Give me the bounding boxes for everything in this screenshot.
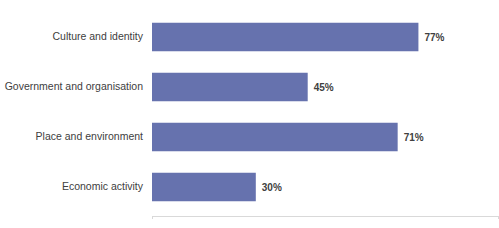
data-label: 45%	[314, 82, 334, 93]
y-tick: Place and environment	[36, 130, 152, 142]
y-tick-label: Place and environment	[36, 130, 143, 142]
chart: Culture and identity Government and organ…	[0, 0, 499, 228]
y-tick: Government and organisation	[5, 80, 152, 92]
bar	[152, 73, 308, 102]
bars	[152, 23, 418, 202]
data-label: 77%	[424, 32, 444, 43]
x-tick-mark	[498, 216, 499, 219]
data-label: 30%	[262, 182, 282, 193]
bar	[152, 173, 256, 202]
y-tick-label: Culture and identity	[53, 30, 144, 42]
x-axis	[153, 216, 499, 219]
y-tick-label: Government and organisation	[5, 80, 143, 92]
y-tick: Culture and identity	[53, 30, 152, 42]
x-tick	[498, 216, 499, 219]
y-axis: Culture and identity Government and organ…	[5, 30, 152, 192]
data-labels: 77% 45% 71% 30%	[262, 32, 445, 193]
bar	[152, 123, 398, 152]
bar	[152, 23, 418, 52]
data-label: 71%	[404, 132, 424, 143]
x-axis-line	[153, 217, 499, 220]
x-tick	[152, 216, 153, 219]
x-tick-mark	[152, 216, 153, 219]
y-tick-label: Economic activity	[62, 180, 144, 192]
y-tick: Economic activity	[62, 180, 152, 192]
